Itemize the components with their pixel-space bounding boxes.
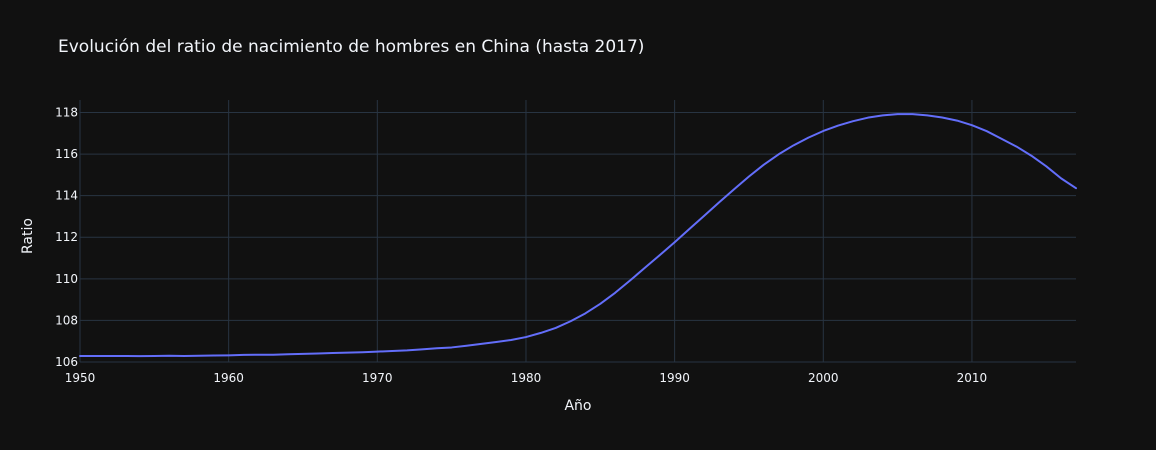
y-tick-label: 106 [55,355,78,369]
y-tick-label: 112 [55,230,78,244]
series-line [79,113,1077,358]
x-tick-label: 1970 [362,371,393,385]
x-axis-title: Año [564,398,591,414]
x-tick-label: 1990 [659,371,690,385]
y-tick-label: 116 [55,147,78,161]
y-tick-label: 118 [55,105,78,119]
y-tick-labels: 106 108 110 112 114 116 118 [55,105,78,369]
y-gridlines [80,111,1076,363]
x-gridlines [79,100,973,362]
x-tick-label: 2000 [808,371,839,385]
y-tick-label: 108 [55,313,78,327]
series-group [79,113,1077,358]
x-tick-label: 1960 [213,371,244,385]
y-tick-label: 114 [55,189,78,203]
x-tick-label: 1980 [511,371,542,385]
x-tick-label: 2010 [957,371,988,385]
chart-title: Evolución del ratio de nacimiento de hom… [58,37,644,57]
y-axis-title: Ratio [20,218,36,254]
x-tick-labels: 1950 1960 1970 1980 1990 2000 2010 [65,371,987,385]
y-tick-label: 110 [55,272,78,286]
x-tick-label: 1950 [65,371,96,385]
